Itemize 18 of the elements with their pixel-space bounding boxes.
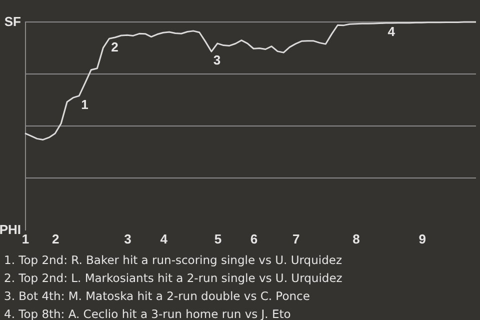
x-tick-label: 9: [418, 232, 426, 246]
x-tick-label: 8: [352, 232, 360, 246]
text: PHI: [0, 222, 21, 237]
text: SF: [4, 14, 22, 29]
x-tick-label: 1: [22, 232, 30, 246]
x-tick-label: 7: [292, 232, 300, 246]
x-tick-label: 4: [160, 232, 168, 246]
annotation: 2: [111, 40, 118, 55]
x-tick-label: 3: [124, 232, 132, 246]
annotation: 4: [388, 24, 396, 40]
x-tick-label: 5: [214, 232, 222, 246]
annotation: 3: [213, 52, 221, 68]
x-tick-label: 2: [52, 232, 60, 246]
annotation: 1: [81, 96, 88, 112]
text: 3. Bot 4th: M. Matoska hit a 2-run double vs C. Ponce: [4, 289, 310, 303]
x-tick-label: 6: [250, 232, 258, 246]
text: 1. Top 2nd: R. Baker hit a run-scoring single vs U. Urquidez: [4, 253, 342, 267]
text: 2. Top 2nd: L. Markosiants hit a 2-run single vs U. Urquidez: [4, 271, 342, 285]
